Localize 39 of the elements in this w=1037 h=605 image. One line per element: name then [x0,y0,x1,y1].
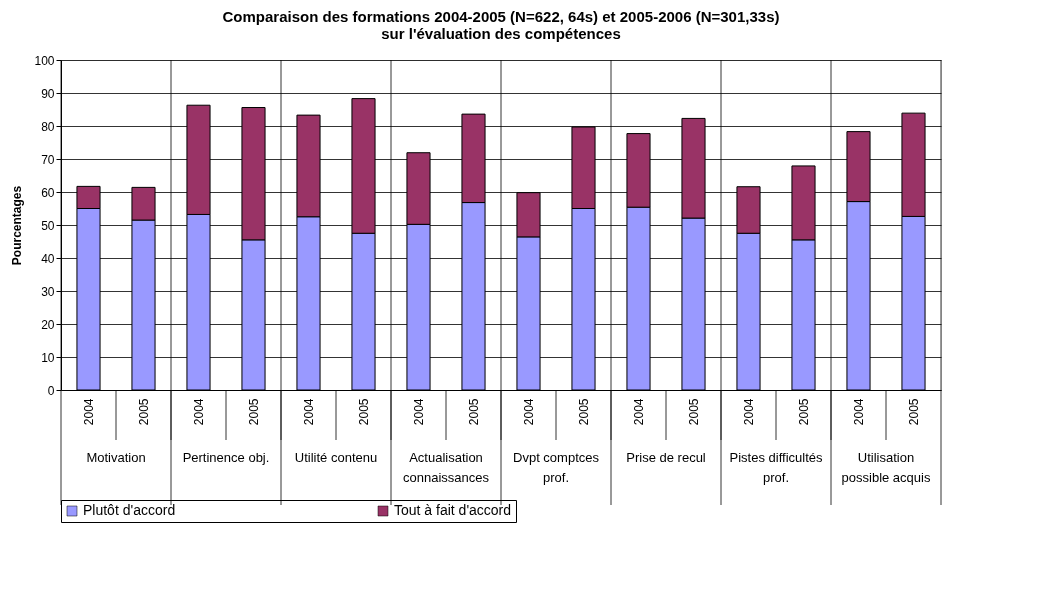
y-tick-label: 30 [41,284,55,299]
text: Utilisation possible acquis [841,450,931,485]
y-tick-label: 60 [41,185,55,200]
x-tick-label: 2004 [412,398,426,426]
text: Utilité contenu [294,450,378,465]
x-tick-label: 2004 [192,398,206,426]
x-tick-label: 2005 [797,398,811,426]
x-tick-label: 2004 [742,398,756,426]
text: Pertinence obj. [182,450,270,465]
x-tick-label: 2004 [852,398,866,426]
text: Pistes difficultés prof. [729,450,823,485]
y-tick-label: 10 [41,350,55,365]
legend-label: Plutôt d'accord [83,502,176,518]
y-tick-label: 80 [41,119,55,134]
y-tick-label: 100 [34,53,55,68]
x-tick-label: 2004 [522,398,536,426]
x-tick-label: 2005 [137,398,151,426]
x-tick-label: 2005 [907,398,921,426]
y-tick-label: 70 [41,152,55,167]
x-tick-label: 2005 [577,398,591,426]
text: Motivation [86,450,146,465]
text: Actualisation connaissances [403,450,490,485]
x-tick-label: 2004 [632,398,646,426]
x-tick-label: 2005 [357,398,371,426]
chart-title: Comparaison des formations 2004-2005 (N=622, 64s) et 2005-2006 (N=301,33s) sur l'évaluation des compétences [222,8,780,42]
x-tick-label: 2004 [82,398,96,426]
text: Prise de recul [626,450,706,465]
x-tick-label: 2005 [467,398,481,426]
legend-label: Tout à fait d'accord [394,502,512,518]
x-tick-label: 2004 [302,398,316,426]
y-axis-title: Pourcentages [10,185,25,266]
y-tick-label: 40 [41,251,55,266]
y-tick-label: 90 [41,86,55,101]
x-tick-label: 2005 [247,398,261,426]
y-tick-label: 50 [41,218,55,233]
x-tick-label: 2005 [687,398,701,426]
text: Dvpt comptces prof. [513,450,600,485]
y-tick-label: 20 [41,317,55,332]
y-tick-label: 0 [47,383,55,398]
